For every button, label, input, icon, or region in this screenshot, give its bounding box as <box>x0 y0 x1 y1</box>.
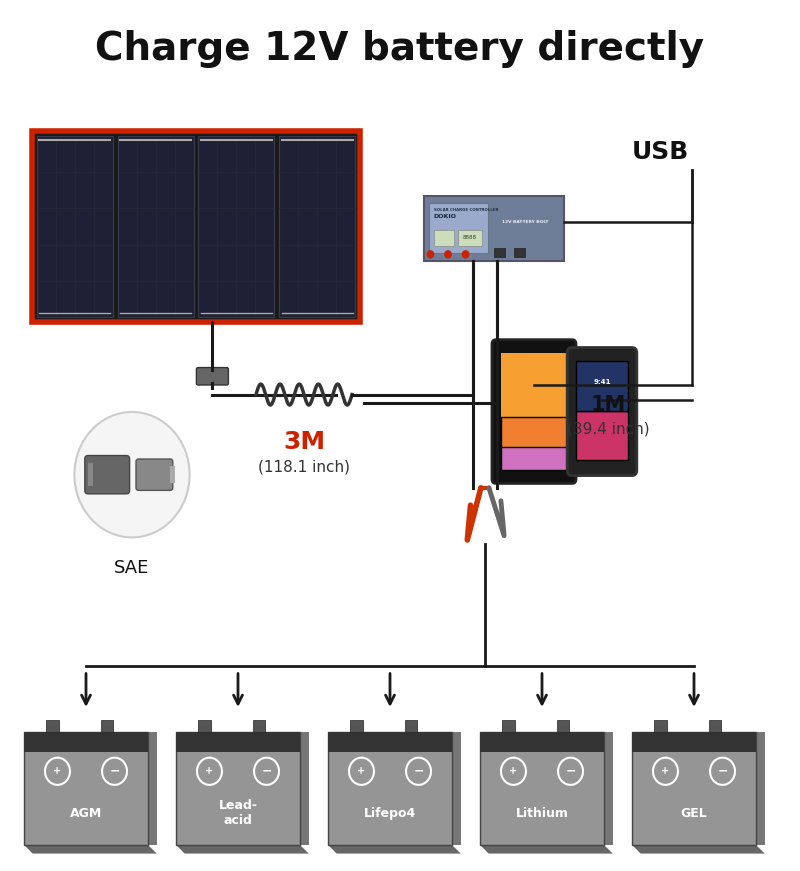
Text: −: − <box>414 765 424 778</box>
Text: −: − <box>718 765 728 778</box>
FancyBboxPatch shape <box>567 348 637 476</box>
Text: 1M: 1M <box>590 395 626 415</box>
Text: +: + <box>54 766 62 776</box>
FancyBboxPatch shape <box>429 203 488 253</box>
Circle shape <box>462 251 469 258</box>
Polygon shape <box>328 845 461 854</box>
FancyBboxPatch shape <box>480 732 604 752</box>
Text: (118.1 inch): (118.1 inch) <box>258 459 350 475</box>
Text: SOLAR CHARGE CONTROLLER: SOLAR CHARGE CONTROLLER <box>434 208 498 213</box>
FancyBboxPatch shape <box>576 361 628 460</box>
FancyBboxPatch shape <box>176 732 300 845</box>
FancyBboxPatch shape <box>46 720 58 732</box>
FancyBboxPatch shape <box>148 732 157 845</box>
Text: USB: USB <box>631 140 689 165</box>
FancyBboxPatch shape <box>632 732 756 845</box>
FancyBboxPatch shape <box>328 732 452 752</box>
FancyBboxPatch shape <box>101 720 114 732</box>
Text: −: − <box>262 765 272 778</box>
Text: SAE: SAE <box>114 559 150 577</box>
FancyBboxPatch shape <box>557 720 570 732</box>
Text: 12V BATTERY BOLT: 12V BATTERY BOLT <box>502 220 548 224</box>
Text: 9:41: 9:41 <box>594 379 610 385</box>
FancyBboxPatch shape <box>176 732 300 752</box>
Polygon shape <box>632 845 765 854</box>
FancyBboxPatch shape <box>494 248 506 257</box>
FancyBboxPatch shape <box>136 459 173 490</box>
FancyBboxPatch shape <box>632 732 756 752</box>
Text: −: − <box>566 765 576 778</box>
FancyBboxPatch shape <box>253 720 266 732</box>
FancyBboxPatch shape <box>85 456 130 494</box>
Text: +: + <box>358 766 366 776</box>
FancyBboxPatch shape <box>480 732 604 845</box>
Text: GEL: GEL <box>681 807 707 820</box>
FancyBboxPatch shape <box>654 720 666 732</box>
FancyBboxPatch shape <box>32 131 360 322</box>
FancyBboxPatch shape <box>501 423 567 470</box>
Text: +: + <box>510 766 518 776</box>
FancyBboxPatch shape <box>424 196 564 261</box>
Text: (39.4 inch): (39.4 inch) <box>566 421 650 436</box>
FancyBboxPatch shape <box>37 136 113 317</box>
Text: Lithium: Lithium <box>515 807 569 820</box>
FancyBboxPatch shape <box>198 136 274 317</box>
Polygon shape <box>480 845 613 854</box>
Circle shape <box>427 251 434 258</box>
Text: +: + <box>206 766 214 776</box>
Polygon shape <box>176 845 309 854</box>
FancyBboxPatch shape <box>604 732 613 845</box>
Circle shape <box>445 251 451 258</box>
FancyBboxPatch shape <box>198 720 210 732</box>
FancyBboxPatch shape <box>709 720 722 732</box>
FancyBboxPatch shape <box>328 732 452 845</box>
FancyBboxPatch shape <box>458 230 482 246</box>
Text: Charge 12V battery directly: Charge 12V battery directly <box>95 30 705 69</box>
Text: 8888: 8888 <box>462 235 477 240</box>
Polygon shape <box>24 845 157 854</box>
FancyBboxPatch shape <box>24 732 148 752</box>
FancyBboxPatch shape <box>756 732 765 845</box>
FancyBboxPatch shape <box>197 368 229 385</box>
FancyBboxPatch shape <box>24 732 148 845</box>
FancyBboxPatch shape <box>300 732 309 845</box>
Circle shape <box>74 412 190 537</box>
Text: DOKIO: DOKIO <box>434 214 457 219</box>
Text: Lead-
acid: Lead- acid <box>218 800 258 827</box>
FancyBboxPatch shape <box>170 466 175 483</box>
FancyBboxPatch shape <box>492 340 576 483</box>
FancyBboxPatch shape <box>405 720 418 732</box>
FancyBboxPatch shape <box>501 353 567 470</box>
Text: +: + <box>662 766 670 776</box>
FancyBboxPatch shape <box>88 463 93 486</box>
Text: −: − <box>110 765 120 778</box>
FancyBboxPatch shape <box>279 136 355 317</box>
Text: AGM: AGM <box>70 807 102 820</box>
FancyBboxPatch shape <box>434 230 454 246</box>
FancyBboxPatch shape <box>576 410 628 460</box>
Text: Lifepo4: Lifepo4 <box>364 807 416 820</box>
FancyBboxPatch shape <box>452 732 461 845</box>
FancyBboxPatch shape <box>501 417 567 447</box>
Text: 3M: 3M <box>283 430 325 455</box>
FancyBboxPatch shape <box>576 361 628 410</box>
FancyBboxPatch shape <box>350 720 362 732</box>
FancyBboxPatch shape <box>118 136 194 317</box>
FancyBboxPatch shape <box>502 720 514 732</box>
FancyBboxPatch shape <box>514 248 526 257</box>
